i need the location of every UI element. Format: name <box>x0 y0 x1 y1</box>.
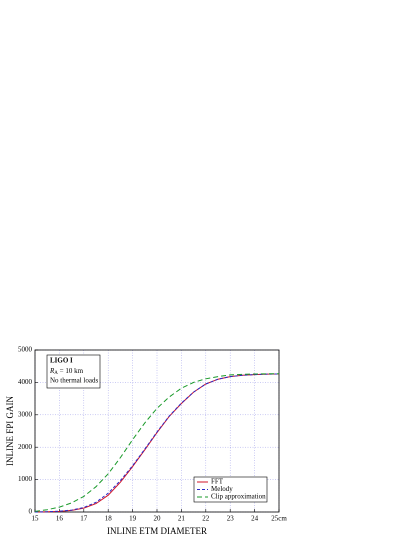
plot-frame <box>34 349 280 513</box>
x-tick-label: 19 <box>129 515 137 523</box>
annotation-title: LIGO I <box>50 357 73 365</box>
annotation-box <box>46 354 101 389</box>
x-axis-label: INLINE ETM DIAMETER <box>107 526 207 536</box>
legend-label: Melody <box>211 485 233 493</box>
legend-label: Clip approximation <box>211 493 266 501</box>
x-tick-label: 25cm <box>271 515 287 523</box>
legend-label: FFT <box>211 478 224 486</box>
x-tick-label: 17 <box>80 515 88 523</box>
y-axis-label: INLINE FPI GAIN <box>5 396 15 466</box>
x-tick-label: 21 <box>178 515 186 523</box>
y-tick-label: 3000 <box>18 410 33 418</box>
x-tick-label: 15 <box>32 515 40 523</box>
x-tick-label: 24 <box>251 515 259 523</box>
x-tick-label: 20 <box>154 515 162 523</box>
y-tick-label: 1000 <box>18 475 33 483</box>
x-tick-label: 16 <box>56 515 64 523</box>
ra-symbol: R <box>49 367 55 375</box>
x-tick-label: 18 <box>105 515 113 523</box>
annotation-note: No thermal loads <box>50 377 98 385</box>
ra-subscript: A <box>54 371 58 376</box>
y-tick-label: 0 <box>29 508 33 516</box>
annotation-ra: RA = 10 km <box>49 367 84 377</box>
y-tick-label: 4000 <box>18 378 33 386</box>
line-series <box>34 373 280 513</box>
x-tick-label: 22 <box>202 515 210 523</box>
y-tick-label: 2000 <box>18 443 33 451</box>
legend-box <box>193 476 268 503</box>
x-tick-label: 23 <box>227 515 235 523</box>
y-tick-label: 5000 <box>18 346 33 354</box>
ra-value: = 10 km <box>58 367 84 375</box>
line-series <box>34 373 280 512</box>
